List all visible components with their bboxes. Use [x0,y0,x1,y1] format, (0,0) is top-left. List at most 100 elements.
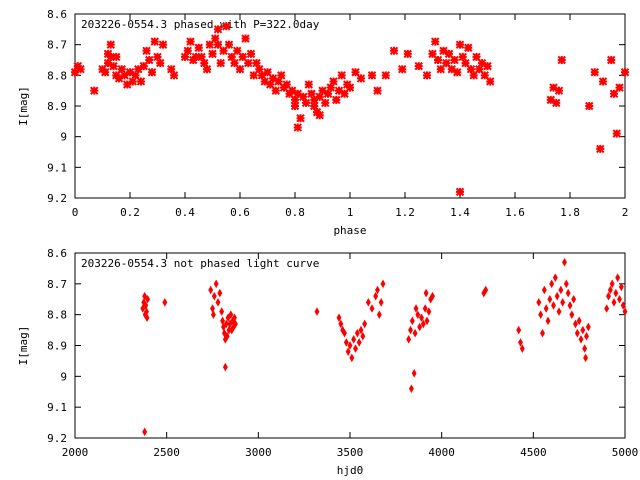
y-tick-label: 8.9 [47,100,67,113]
x-tick-label: 0.8 [285,206,305,219]
data-point [466,64,476,74]
data-point [547,294,553,304]
data-point [554,291,560,301]
data-point [158,40,168,49]
data-point [380,279,386,289]
data-point [139,61,148,71]
data-point [543,304,549,313]
data-point [263,68,272,77]
y-tick-label: 9.2 [47,432,67,445]
x-tick-label: 1.2 [395,206,415,219]
data-point [609,279,615,289]
data-point [573,319,578,329]
data-point [545,316,551,326]
data-point [567,301,573,310]
data-point [381,71,390,80]
x-tick-label: 4500 [520,446,547,459]
data-point [611,298,617,307]
data-point [358,325,364,335]
data-point [266,80,275,89]
data-point [345,83,355,92]
data-point [326,83,335,92]
data-point [315,92,324,102]
y-tick-label: 8.6 [47,247,67,260]
data-point [367,71,377,80]
data-point [321,98,330,108]
data-point [596,144,605,154]
y-tick-label: 9.1 [47,401,67,414]
data-point [585,322,591,332]
data-point [246,49,256,59]
data-point [290,95,300,105]
data-point [228,310,234,319]
data-point [244,58,253,68]
data-point [223,319,229,329]
data-point [430,291,435,301]
data-point [257,71,267,80]
data-point [483,61,492,71]
data-point [329,77,338,86]
data-point [552,273,558,282]
data-point [365,298,371,307]
data-point [356,338,362,347]
data-point [213,40,223,49]
data-point [428,49,437,59]
data-point [576,316,582,326]
data-point [563,279,569,289]
data-point [560,298,566,307]
data-point [310,101,319,111]
data-point [213,279,219,289]
x-tick-label: 2 [622,206,629,219]
data-point [582,344,588,353]
data-point [536,298,542,307]
data-point [296,114,305,123]
x-tick-label: 0 [72,206,79,219]
data-point [219,307,225,316]
data-point [180,52,190,62]
data-point [609,89,619,98]
data-point [235,64,245,74]
data-point [310,95,319,105]
data-point [408,384,414,393]
x-tick-label: 2000 [62,446,89,459]
data-point [109,61,118,71]
data-point [598,77,608,86]
data-point [554,86,564,95]
data-point [232,319,238,329]
data-point [552,98,561,108]
data-point [323,89,333,98]
data-point [282,80,291,89]
data-point [337,71,346,80]
data-point [620,301,626,310]
data-point [208,285,214,295]
data-point [334,86,344,95]
data-point [436,64,445,74]
data-point [211,291,217,301]
data-point [414,61,423,71]
data-point [562,257,567,267]
data-point [472,52,481,62]
data-point [200,58,209,68]
data-point [455,187,465,197]
data-point [230,58,239,68]
data-point [583,353,589,363]
data-point [461,58,470,68]
x-tick-label: 2500 [153,446,180,459]
data-point [314,307,320,316]
data-point [406,335,412,344]
data-point [483,285,489,295]
data-point [227,319,233,329]
data-point [475,64,484,74]
data-point [540,328,545,338]
y-tick-label: 8.7 [47,278,67,291]
data-point [140,304,146,313]
data-point [299,92,308,102]
data-point [162,298,168,307]
data-point [194,43,203,52]
data-point [538,310,544,319]
data-point [224,331,230,341]
data-point [128,77,137,86]
data-point [458,52,467,62]
